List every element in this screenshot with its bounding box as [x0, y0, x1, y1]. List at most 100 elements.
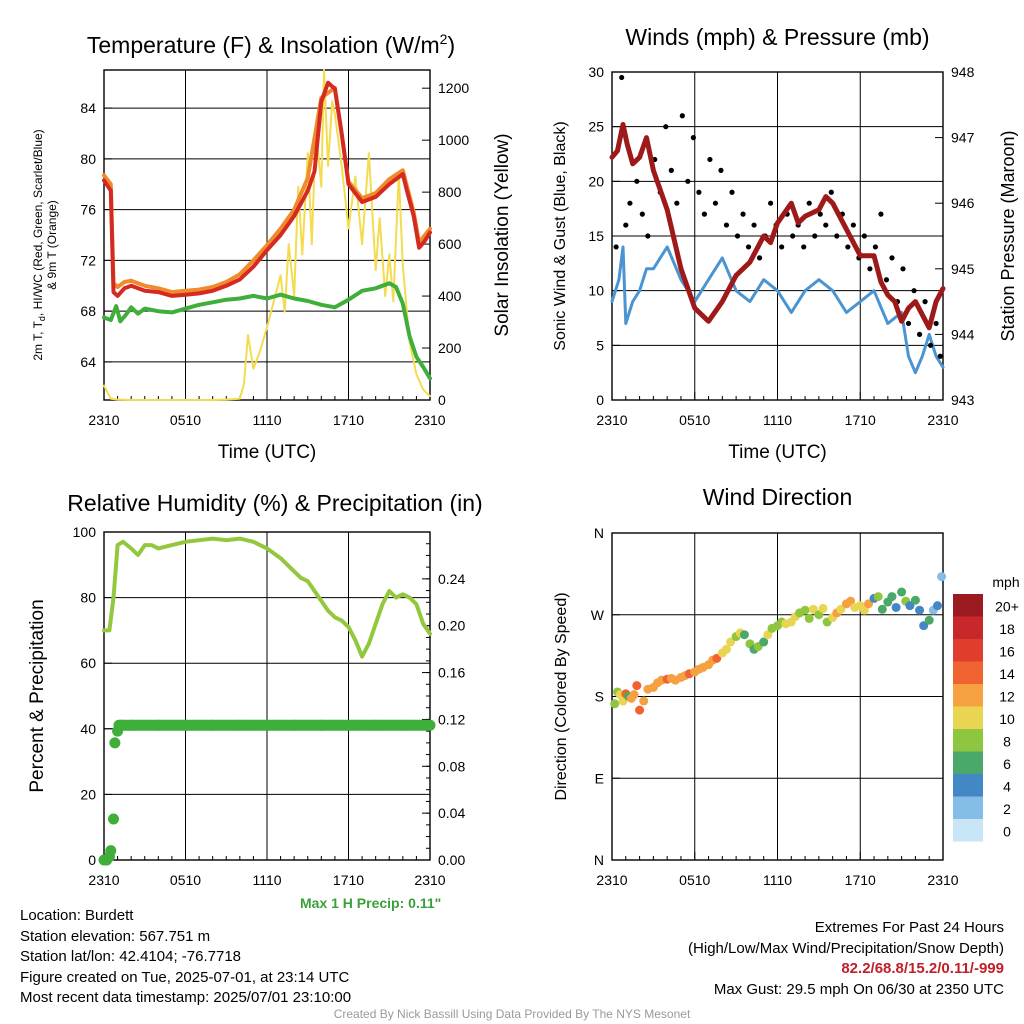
temp-series-line: [102, 80, 432, 298]
dir-xtick-label: 0510: [679, 872, 710, 888]
rh-xtick-label: 2310: [414, 872, 445, 888]
colorbar-label: 18: [999, 621, 1015, 637]
colorbar-swatch: [953, 661, 983, 684]
rh-series-line: [102, 536, 432, 659]
dir-xtick-label: 1110: [763, 872, 792, 888]
dir-point: [610, 699, 620, 709]
dir-point: [897, 587, 907, 597]
wind-gust-point: [674, 200, 680, 206]
colorbar-label: 0: [1003, 823, 1011, 839]
wind-gust-point: [685, 178, 691, 184]
rh-ytick-right-label: 0.00: [438, 852, 465, 868]
created-text: Figure created on Tue, 2025-07-01, at 23…: [20, 968, 350, 986]
wind-gust-point: [696, 189, 702, 195]
wind-gust-point: [679, 113, 685, 119]
wind-title: Winds (mph) & Pressure (mb): [625, 24, 929, 50]
wind-ytick-right-label: 946: [951, 195, 975, 211]
rh-precip-point: [108, 813, 120, 825]
dir-point: [721, 644, 731, 654]
dir-xtick-label: 1710: [845, 872, 876, 888]
wind-gust-point: [834, 233, 840, 239]
temp-ytick-right-label: 800: [438, 184, 462, 200]
dir-title: Wind Direction: [703, 484, 853, 510]
wind-gust-point: [937, 353, 943, 359]
wind-gust-point: [916, 331, 923, 337]
wind-ytick-label: 25: [588, 119, 604, 135]
wind-gust-point: [634, 178, 640, 184]
dir-point: [887, 592, 897, 602]
wind-ytick-label: 0: [596, 392, 604, 408]
rh-ytick-label: 40: [80, 721, 96, 737]
temp-xtick-label: 2310: [414, 412, 445, 428]
rh-xtick-label: 2310: [88, 872, 119, 888]
wind-gust-point: [828, 189, 834, 195]
wind-gust-point: [623, 222, 629, 228]
dir-point: [905, 601, 915, 611]
wind-gust-point: [823, 222, 829, 228]
colorbar-label: 16: [999, 643, 1015, 659]
wind-ylabel-left: Sonic Wind & Gust (Blue, Black): [552, 121, 569, 350]
wind-gust-point: [883, 277, 890, 283]
wind-ytick-right-label: 944: [951, 326, 975, 342]
dir-ytick-label: N: [594, 852, 604, 868]
wind-gust-point: [806, 200, 812, 206]
wind-gust-point: [627, 200, 633, 206]
wind-gust-point: [850, 222, 856, 228]
temp-series-line: [102, 281, 432, 381]
wind-gust-point: [927, 342, 934, 348]
dir-xtick-label: 2310: [927, 872, 958, 888]
wind-gust-point: [707, 156, 713, 163]
wind-pressure-line: [609, 122, 946, 331]
wind-ytick-label: 20: [588, 173, 604, 189]
colorbar-label: 14: [999, 666, 1015, 682]
temp-xtick-label: 2310: [88, 412, 119, 428]
credit-line: Created By Nick Bassill Using Data Provi…: [333, 1007, 691, 1021]
extremes-desc: (High/Low/Max Wind/Precipitation/Snow De…: [688, 939, 1004, 957]
rh-ytick-right-label: 0.12: [438, 711, 465, 727]
colorbar-swatch: [953, 594, 983, 617]
dir-point: [808, 604, 818, 614]
temp-ytick-right-label: 400: [438, 288, 462, 304]
wind-xlabel: Time (UTC): [728, 442, 827, 463]
colorbar-swatch: [953, 639, 983, 662]
temp-series-line: [103, 69, 431, 401]
rh-ytick-right-label: 0.04: [438, 805, 465, 821]
colorbar-swatch: [953, 684, 983, 707]
wind-ytick-right-label: 948: [951, 64, 975, 80]
wind-gust-point: [645, 233, 651, 239]
wind-gust-point: [619, 74, 625, 81]
max-gust-text: Max Gust: 29.5 mph On 06/30 at 2350 UTC: [713, 980, 1004, 998]
wind-gust-point: [668, 167, 674, 173]
wind-gust-point: [878, 211, 884, 217]
dir-point: [932, 601, 942, 611]
wind-gust-point: [900, 266, 906, 272]
wind-xtick-label: 1710: [845, 412, 876, 428]
wind-gust-point: [872, 244, 879, 250]
recent-text: Most recent data timestamp: 2025/07/01 2…: [20, 989, 352, 1006]
extremes-title: Extremes For Past 24 Hours: [814, 919, 1004, 936]
wind-gust-point: [712, 200, 719, 206]
temp-ytick-label: 76: [80, 202, 96, 218]
temp-xtick-label: 0510: [170, 412, 201, 428]
rh-ytick-right-label: 0.20: [438, 618, 465, 634]
temp-ytick-label: 72: [80, 252, 96, 268]
wind-gust-point: [817, 211, 823, 217]
wind-gust-point: [723, 222, 730, 228]
rh-ytick-right-label: 0.24: [438, 571, 465, 587]
rh-ytick-label: 0: [88, 852, 96, 868]
colorbar-swatch: [953, 796, 983, 819]
colorbar-label: 8: [1003, 733, 1011, 749]
wind-xtick-label: 0510: [679, 412, 710, 428]
temp-ylabel-right: Solar Insolation (Yellow): [492, 133, 513, 336]
colorbar-swatch: [953, 616, 983, 639]
dir-point: [873, 592, 883, 602]
temp-ytick-right-label: 0: [438, 392, 446, 408]
dir-ytick-label: E: [595, 770, 604, 786]
wind-ytick-label: 15: [588, 228, 604, 244]
dir-point: [639, 696, 649, 706]
wind-gust-point: [889, 255, 895, 261]
dir-point: [836, 604, 846, 614]
rh-ytick-right-label: 0.08: [438, 758, 465, 774]
wind-ytick-label: 30: [588, 64, 604, 80]
colorbar-title: mph: [992, 574, 1019, 590]
